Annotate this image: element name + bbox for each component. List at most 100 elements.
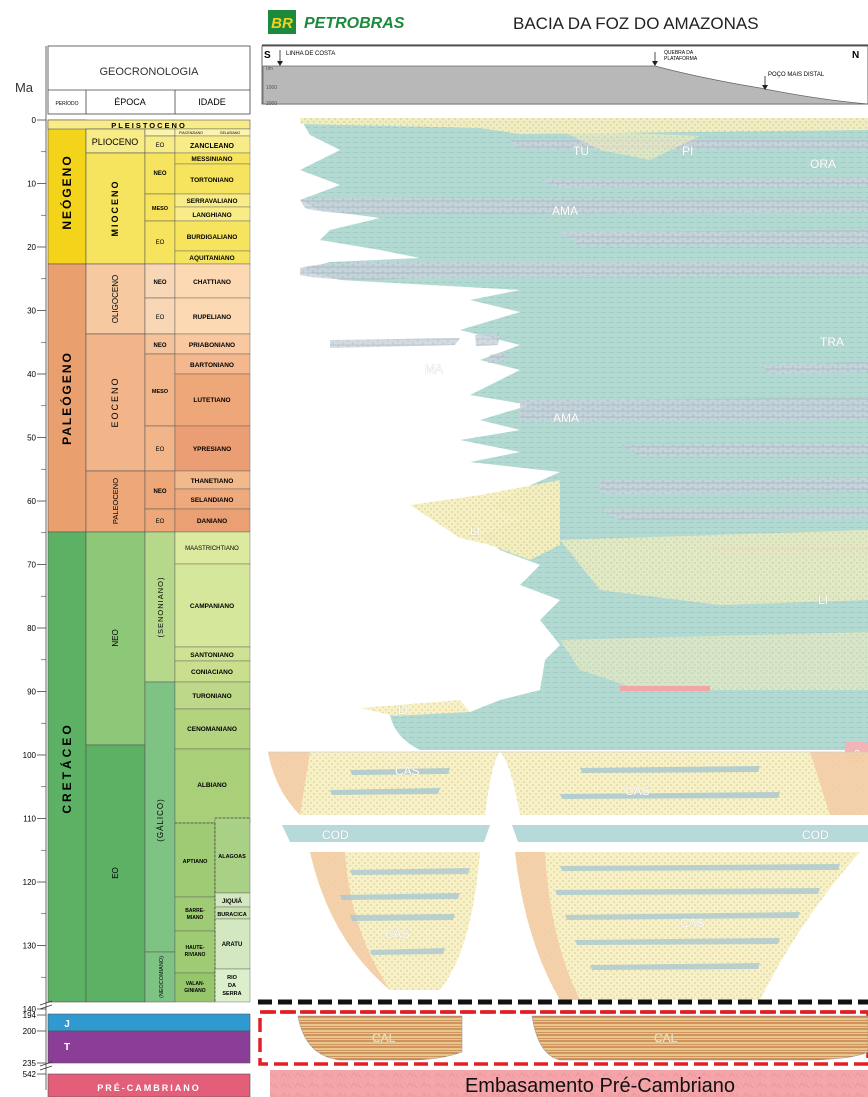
age-tick-100: 100 bbox=[23, 751, 37, 760]
epoch-mioceno: MIOCENO bbox=[110, 179, 120, 236]
age-piacenziano: PIACENZIANO bbox=[179, 131, 203, 135]
sub-paleocene-neo: NEO bbox=[153, 489, 166, 495]
age-valanginiano-1: VALAN- bbox=[186, 981, 205, 987]
period-header: PERÍODO bbox=[55, 100, 78, 107]
age-gelasiano: GELASIANO bbox=[220, 131, 241, 135]
epoch-eo: EO bbox=[111, 867, 120, 879]
age-chattiano: CHATTIANO bbox=[193, 279, 231, 286]
age-rio-2: DA bbox=[228, 983, 236, 989]
carbonate-layers bbox=[300, 140, 868, 554]
depth-0: 0m bbox=[266, 66, 273, 72]
cod-right bbox=[512, 825, 868, 842]
cross-section: ? bbox=[258, 112, 868, 1097]
age-aptiano: APTIANO bbox=[183, 859, 208, 865]
age-selandiano: SELANDIANO bbox=[191, 497, 234, 504]
period-jurassic: J bbox=[64, 1019, 70, 1030]
page-title: BACIA DA FOZ DO AMAZONAS bbox=[513, 14, 759, 33]
basement-label: Embasamento Pré-Cambriano bbox=[465, 1075, 735, 1097]
age-hauteriviano-2: RIVIANO bbox=[185, 952, 206, 958]
period-cretaceo: CRETÁCEO bbox=[59, 722, 74, 813]
cas-lower-left bbox=[310, 852, 480, 990]
sub-oligocene-neo: NEO bbox=[153, 280, 166, 286]
age-tick-80: 80 bbox=[27, 624, 36, 633]
sand-wedge-li bbox=[410, 480, 560, 560]
age-tick-20: 20 bbox=[27, 243, 36, 252]
logo-mark: BR bbox=[271, 15, 293, 32]
age-coniaciano: CONIACIANO bbox=[191, 669, 233, 676]
age-burdigaliano: BURDIGALIANO bbox=[187, 234, 238, 241]
unit-ama-1: AMA bbox=[552, 204, 578, 218]
unit-cal-1: CAL bbox=[372, 1031, 396, 1045]
epoch-oligoceno: OLIGOCENO bbox=[111, 275, 120, 323]
age-tortoniano: TORTONIANO bbox=[190, 177, 233, 184]
age-maastrichtiano: MAASTRICHTIANO bbox=[185, 546, 239, 552]
sub-eocene-meso: MESO bbox=[152, 389, 169, 395]
cod-left bbox=[282, 825, 490, 842]
age-santoniano: SANTONIANO bbox=[190, 652, 234, 659]
age-aquitaniano: AQUITANIANO bbox=[189, 255, 234, 262]
distal-well-label: POÇO MAIS DISTAL bbox=[768, 72, 825, 78]
age-serravaliano: SERRAVALIANO bbox=[186, 198, 237, 205]
age-break-tick-542: 542 bbox=[23, 1070, 37, 1079]
epoch-paleoceno: PALEOCENO bbox=[111, 478, 120, 524]
depth-1000: 1000 bbox=[266, 85, 277, 91]
age-break-tick-200: 200 bbox=[23, 1027, 37, 1036]
unit-li-3: LI bbox=[398, 703, 408, 717]
cal-right bbox=[531, 1015, 868, 1061]
period-neogeno: NEÓGENO bbox=[59, 154, 74, 229]
age-tick-40: 40 bbox=[27, 370, 36, 379]
age-campaniano: CAMPANIANO bbox=[190, 603, 234, 610]
age-turoniano: TURONIANO bbox=[192, 693, 231, 700]
section-profile: S N LINHA DE COSTA QUEBRA DA PLATAFORMA … bbox=[261, 45, 868, 107]
cas-upper-right bbox=[500, 752, 868, 815]
age-buracica: BURACICA bbox=[217, 912, 246, 918]
petrobras-logo-icon bbox=[268, 10, 296, 34]
age-header: IDADE bbox=[198, 97, 226, 107]
age-priaboniano: PRIABONIANO bbox=[189, 342, 235, 349]
unit-cod-2: COD bbox=[802, 828, 829, 842]
sub-miocene-eo: EO bbox=[156, 240, 165, 246]
geochronology-header: GEOCRONOLOGIA bbox=[99, 66, 199, 78]
unit-li-1: LI bbox=[470, 524, 480, 538]
age-zancleano: ZANCLEANO bbox=[190, 143, 234, 150]
unit-ama-2: AMA bbox=[553, 411, 579, 425]
north-label: N bbox=[852, 50, 859, 61]
sand-wedge-upper bbox=[300, 118, 868, 134]
epoch-neo: NEO bbox=[111, 629, 120, 646]
logo-text: PETROBRAS bbox=[304, 15, 405, 32]
age-cenomaniano: CENOMANIANO bbox=[187, 726, 237, 733]
ma-label: Ma bbox=[15, 80, 34, 95]
epoch-header: ÉPOCA bbox=[114, 97, 146, 107]
age-lutetiano: LUTETIANO bbox=[193, 397, 230, 404]
age-tick-70: 70 bbox=[27, 561, 36, 570]
age-aratu: ARATU bbox=[222, 942, 243, 948]
unit-tu: TU bbox=[573, 144, 589, 158]
period-paleogeno: PALEÓGENO bbox=[59, 351, 74, 445]
sub-paleocene-eo: EO bbox=[156, 519, 165, 525]
unit-cas-1: CAS bbox=[395, 764, 420, 778]
basement-body bbox=[270, 1070, 868, 1097]
age-jiquia: JIQUIÁ bbox=[222, 898, 243, 905]
age-alagoas: ALAGOAS bbox=[218, 854, 246, 860]
age-tick-10: 10 bbox=[27, 180, 36, 189]
unit-cal-2: CAL bbox=[654, 1031, 678, 1045]
epoch-pleistoceno: PLEISTOCENO bbox=[111, 121, 187, 130]
chrono-table: GEOCRONOLOGIA PERÍODO ÉPOCA IDADE Ma 0 10… bbox=[15, 45, 251, 1097]
sub-galico: (GÁLICO) bbox=[156, 798, 165, 842]
age-tick-60: 60 bbox=[27, 497, 36, 506]
age-thanetiano: THANETIANO bbox=[191, 478, 234, 485]
unit-cas-2: CAS bbox=[625, 784, 650, 798]
age-tick-90: 90 bbox=[27, 688, 36, 697]
south-label: S bbox=[264, 50, 271, 61]
sub-senoniano: (SENONIANO) bbox=[156, 576, 165, 637]
age-valanginiano-2: GINIANO bbox=[184, 988, 206, 994]
coast-label: LINHA DE COSTA bbox=[286, 51, 335, 57]
shelf-break-label-2: PLATAFORMA bbox=[664, 56, 698, 62]
age-tick-130: 130 bbox=[23, 942, 37, 951]
unit-cas-3: CAS bbox=[385, 927, 410, 941]
age-barremiano-2: MIANO bbox=[187, 915, 204, 921]
sub-oligocene-eo: EO bbox=[156, 315, 165, 321]
unit-li-2: LI bbox=[818, 593, 828, 607]
